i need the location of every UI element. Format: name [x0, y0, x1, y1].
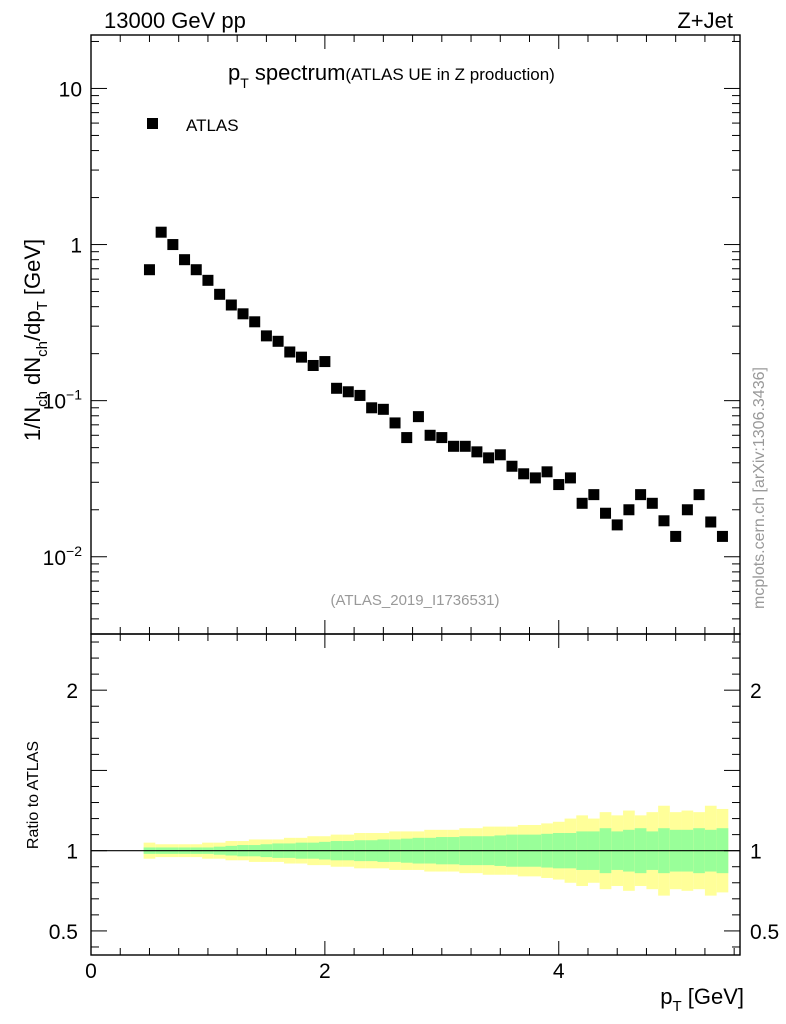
data-point: [377, 403, 389, 415]
data-point: [354, 389, 366, 401]
title-sub: T: [240, 75, 249, 91]
x-tick-label: 4: [553, 960, 565, 983]
y-axis-label: 1/Nch dNch/dpT [GeV]: [20, 239, 51, 441]
data-point: [155, 226, 167, 238]
data-point: [319, 356, 331, 368]
ratio-tick-label-right: 0.5: [750, 921, 779, 944]
ratio-tick-label-right: 1: [750, 841, 762, 864]
data-point: [366, 402, 378, 414]
data-point: [693, 489, 705, 501]
ylabel-c: dN: [20, 357, 45, 391]
axis-ticks: 0 2 4 10 1 10−1 10−2 2 2 1 1 0.5 0.5: [43, 35, 779, 983]
source-watermark: mcplots.cern.ch [arXiv:1306.3436]: [751, 367, 768, 609]
ratio-tick-label-left: 0.5: [49, 921, 78, 944]
x-axis-label: pT [GeV]: [660, 984, 744, 1015]
energy-label: 13000 GeV pp: [104, 8, 246, 33]
title-main: spectrum: [249, 60, 346, 85]
ylabel-b: ch: [34, 391, 51, 407]
analysis-id: (ATLAS_2019_I1736531): [330, 592, 499, 609]
data-point: [600, 507, 612, 519]
data-point: [143, 264, 155, 276]
title-p: p: [228, 60, 240, 85]
y-tick-label: 10−2: [43, 543, 83, 570]
data-point: [448, 440, 460, 452]
data-point: [564, 472, 576, 484]
process-label: Z+Jet: [677, 8, 733, 33]
xlabel-c: [GeV]: [682, 984, 744, 1009]
ylabel-e: /dp: [20, 310, 45, 341]
data-point: [260, 330, 272, 342]
data-point: [494, 449, 506, 461]
data-point: [553, 479, 565, 491]
x-tick-label: 0: [85, 960, 97, 983]
title-paren: (ATLAS UE in Z production): [345, 65, 554, 84]
data-point: [541, 466, 553, 478]
data-point: [249, 316, 261, 328]
ratio-y-label: Ratio to ATLAS: [25, 741, 42, 849]
data-point: [284, 346, 296, 358]
xlabel-b: T: [672, 998, 681, 1015]
data-point: [272, 335, 284, 347]
data-point: [658, 515, 670, 527]
data-point: [670, 530, 682, 542]
plot-title: pT spectrum(ATLAS UE in Z production): [228, 60, 555, 91]
xlabel-a: p: [660, 984, 672, 1009]
data-point: [623, 504, 635, 516]
data-point: [202, 274, 214, 286]
data-point: [214, 288, 226, 300]
data-point: [611, 519, 623, 531]
data-points: [143, 226, 728, 542]
ylabel-f: T: [34, 301, 51, 310]
data-point: [635, 489, 647, 501]
data-point: [576, 497, 588, 509]
data-point: [716, 530, 728, 542]
data-point: [389, 417, 401, 429]
ylabel-d: ch: [34, 341, 51, 357]
data-point: [705, 516, 717, 528]
ratio-tick-label-left: 1: [66, 841, 78, 864]
y-tick-label: 1: [70, 235, 82, 258]
data-point: [295, 351, 307, 363]
data-point: [483, 452, 495, 464]
data-point: [518, 468, 530, 480]
ylabel-g: [GeV]: [20, 239, 45, 301]
data-point: [179, 254, 191, 266]
legend-marker: [147, 118, 158, 129]
data-point: [342, 386, 354, 398]
x-tick-label: 2: [319, 960, 331, 983]
data-point: [167, 239, 179, 251]
data-point: [436, 432, 448, 444]
svg-text:1/Nch dNch/dpT [GeV]: 1/Nch dNch/dpT [GeV]: [20, 239, 51, 441]
data-point: [412, 411, 424, 423]
data-point: [588, 489, 600, 501]
data-point: [424, 429, 436, 441]
data-point: [459, 440, 471, 452]
data-point: [681, 504, 693, 516]
legend-label: ATLAS: [186, 116, 239, 135]
y-tick-label: 10: [59, 78, 82, 101]
data-point: [401, 432, 413, 444]
ylabel-a: 1/N: [20, 407, 45, 441]
data-point: [307, 359, 319, 371]
data-point: [331, 382, 343, 394]
ratio-panel-frame: [90, 633, 741, 956]
data-point: [225, 299, 237, 311]
ratio-tick-label-left: 2: [66, 680, 78, 703]
data-point: [471, 446, 483, 458]
data-point: [646, 497, 658, 509]
y-tick-label: 10−1: [43, 387, 83, 414]
data-point: [237, 308, 249, 320]
ratio-tick-label-right: 2: [750, 680, 762, 703]
data-point: [190, 264, 202, 276]
data-point: [529, 472, 541, 484]
data-point: [506, 460, 518, 472]
